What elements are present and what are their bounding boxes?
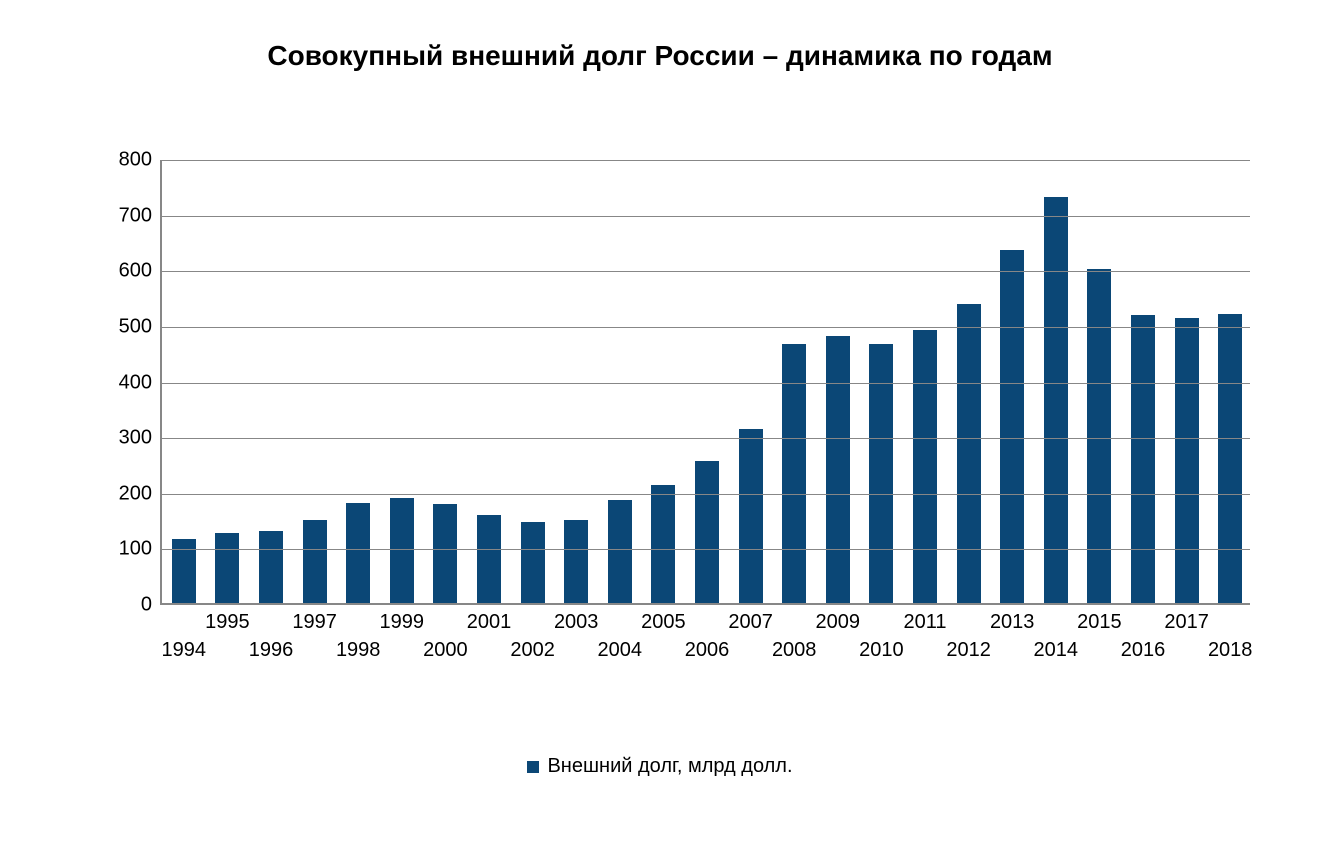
gridline bbox=[162, 271, 1250, 272]
bar bbox=[608, 500, 632, 603]
x-tick-label: 2007 bbox=[728, 611, 773, 634]
x-tick-label: 2013 bbox=[990, 611, 1035, 634]
page: Совокупный внешний долг России – динамик… bbox=[0, 0, 1320, 859]
gridline bbox=[162, 494, 1250, 495]
bar bbox=[1087, 269, 1111, 603]
bar bbox=[564, 520, 588, 603]
y-tick-label: 100 bbox=[119, 538, 162, 561]
x-tick-label: 2009 bbox=[816, 611, 861, 634]
y-tick-label: 700 bbox=[119, 204, 162, 227]
gridline bbox=[162, 383, 1250, 384]
y-tick-label: 600 bbox=[119, 260, 162, 283]
bar bbox=[477, 515, 501, 603]
y-tick-label: 200 bbox=[119, 482, 162, 505]
x-tick-label: 2015 bbox=[1077, 611, 1122, 634]
x-tick-label: 2005 bbox=[641, 611, 686, 634]
y-tick-label: 0 bbox=[141, 594, 162, 617]
bar bbox=[651, 485, 675, 603]
x-tick-label: 2000 bbox=[423, 639, 468, 662]
bar bbox=[303, 520, 327, 603]
legend-swatch bbox=[527, 761, 539, 773]
x-tick-label: 1994 bbox=[162, 639, 207, 662]
x-tick-label: 1995 bbox=[205, 611, 250, 634]
x-tick-label: 2001 bbox=[467, 611, 512, 634]
chart-area: 1994199519961997199819992000200120022003… bbox=[160, 160, 1250, 605]
x-tick-label: 1997 bbox=[292, 611, 337, 634]
bar bbox=[259, 531, 283, 603]
x-tick-label: 2011 bbox=[903, 611, 946, 634]
x-tick-label: 2014 bbox=[1034, 639, 1079, 662]
y-tick-label: 800 bbox=[119, 149, 162, 172]
y-tick-label: 500 bbox=[119, 315, 162, 338]
bar bbox=[1218, 314, 1242, 603]
chart-title: Совокупный внешний долг России – динамик… bbox=[0, 40, 1320, 72]
x-tick-label: 2017 bbox=[1164, 611, 1209, 634]
bar bbox=[390, 498, 414, 603]
gridline bbox=[162, 160, 1250, 161]
legend: Внешний долг, млрд долл. bbox=[0, 755, 1320, 778]
bar bbox=[521, 522, 545, 603]
bar bbox=[1175, 318, 1199, 603]
x-tick-label: 2006 bbox=[685, 639, 730, 662]
gridline bbox=[162, 327, 1250, 328]
x-tick-label: 1999 bbox=[380, 611, 425, 634]
legend-label: Внешний долг, млрд долл. bbox=[547, 755, 792, 777]
bar bbox=[433, 504, 457, 603]
gridline bbox=[162, 549, 1250, 550]
bar bbox=[346, 503, 370, 603]
gridline bbox=[162, 438, 1250, 439]
bar bbox=[695, 461, 719, 603]
bar bbox=[739, 429, 763, 603]
x-tick-label: 2016 bbox=[1121, 639, 1166, 662]
x-tick-label: 1998 bbox=[336, 639, 381, 662]
bar bbox=[1044, 197, 1068, 603]
gridline bbox=[162, 216, 1250, 217]
bar bbox=[957, 304, 981, 603]
x-tick-label: 2008 bbox=[772, 639, 817, 662]
bar bbox=[1131, 315, 1155, 603]
x-tick-label: 2004 bbox=[598, 639, 643, 662]
x-tick-label: 1996 bbox=[249, 639, 294, 662]
y-tick-label: 400 bbox=[119, 371, 162, 394]
plot-area: 1994199519961997199819992000200120022003… bbox=[160, 160, 1250, 605]
y-tick-label: 300 bbox=[119, 427, 162, 450]
x-tick-label: 2010 bbox=[859, 639, 904, 662]
bars-container bbox=[162, 160, 1250, 603]
bar bbox=[215, 533, 239, 603]
bar bbox=[826, 336, 850, 603]
x-tick-label: 2012 bbox=[946, 639, 991, 662]
x-tick-label: 2002 bbox=[510, 639, 555, 662]
bar bbox=[913, 330, 937, 603]
x-tick-label: 2003 bbox=[554, 611, 599, 634]
x-tick-label: 2018 bbox=[1208, 639, 1253, 662]
